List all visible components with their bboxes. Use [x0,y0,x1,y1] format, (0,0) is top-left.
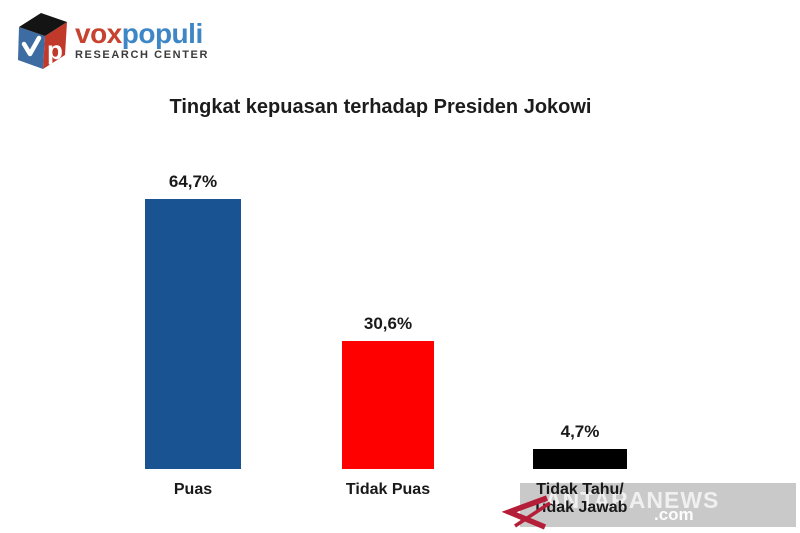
checkmark-icon [21,35,42,57]
cube-right-face [43,22,67,69]
cube-p-letter: p [47,35,63,65]
voxpopuli-cube-icon: p [18,13,67,69]
brand-first: vox [75,18,122,49]
cube-top-face [19,13,67,36]
voxpopuli-logo: p voxpopuli RESEARCH CENTER [14,8,209,70]
logo-subtitle: RESEARCH CENTER [75,49,210,61]
watermark-band: ANTARANEWS .com [520,483,796,527]
antara-logo-icon [502,495,551,530]
voxpopuli-wordmark: voxpopuli RESEARCH CENTER [75,8,210,62]
chart-title: Tingkat kepuasan terhadap Presiden Jokow… [169,96,592,118]
brand-second: populi [121,18,203,49]
bar-category-label: Puas [173,481,213,498]
watermark-domain-suffix: .com [654,505,694,524]
bar-category-label: Tidak Puas [345,481,431,498]
bar-rect [145,199,241,469]
bar-value-label: 64,7% [168,172,218,191]
bar-rect [533,449,627,469]
bar-value-label: 30,6% [363,314,413,333]
bar-value-label: 4,7% [560,422,600,441]
bar-category-label: Tidak Tahu/ Tidak Jawab [532,481,628,516]
watermark-text: ANTARANEWS [545,487,720,513]
bar-rect [342,341,434,469]
